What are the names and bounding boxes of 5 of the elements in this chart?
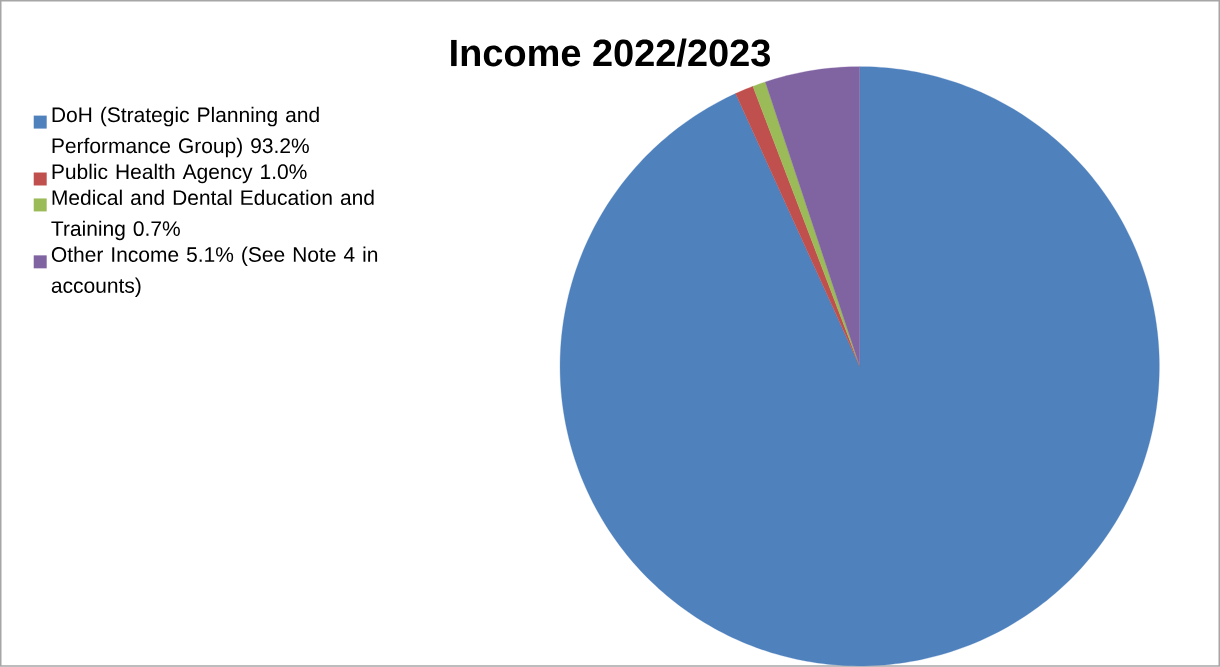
- chart-title: Income 2022/2023: [451, 38, 770, 67]
- legend-label: DoH (Strategic Planning and Performance Group) 93.2%: [52, 106, 319, 158]
- legend-label: Public Health Agency 1.0%: [52, 163, 307, 184]
- legend-label: Other Income 5.1% (See Note 4 in accounts): [51, 246, 378, 298]
- legend-label: Medical and Dental Education and Training 0.7%: [51, 189, 374, 241]
